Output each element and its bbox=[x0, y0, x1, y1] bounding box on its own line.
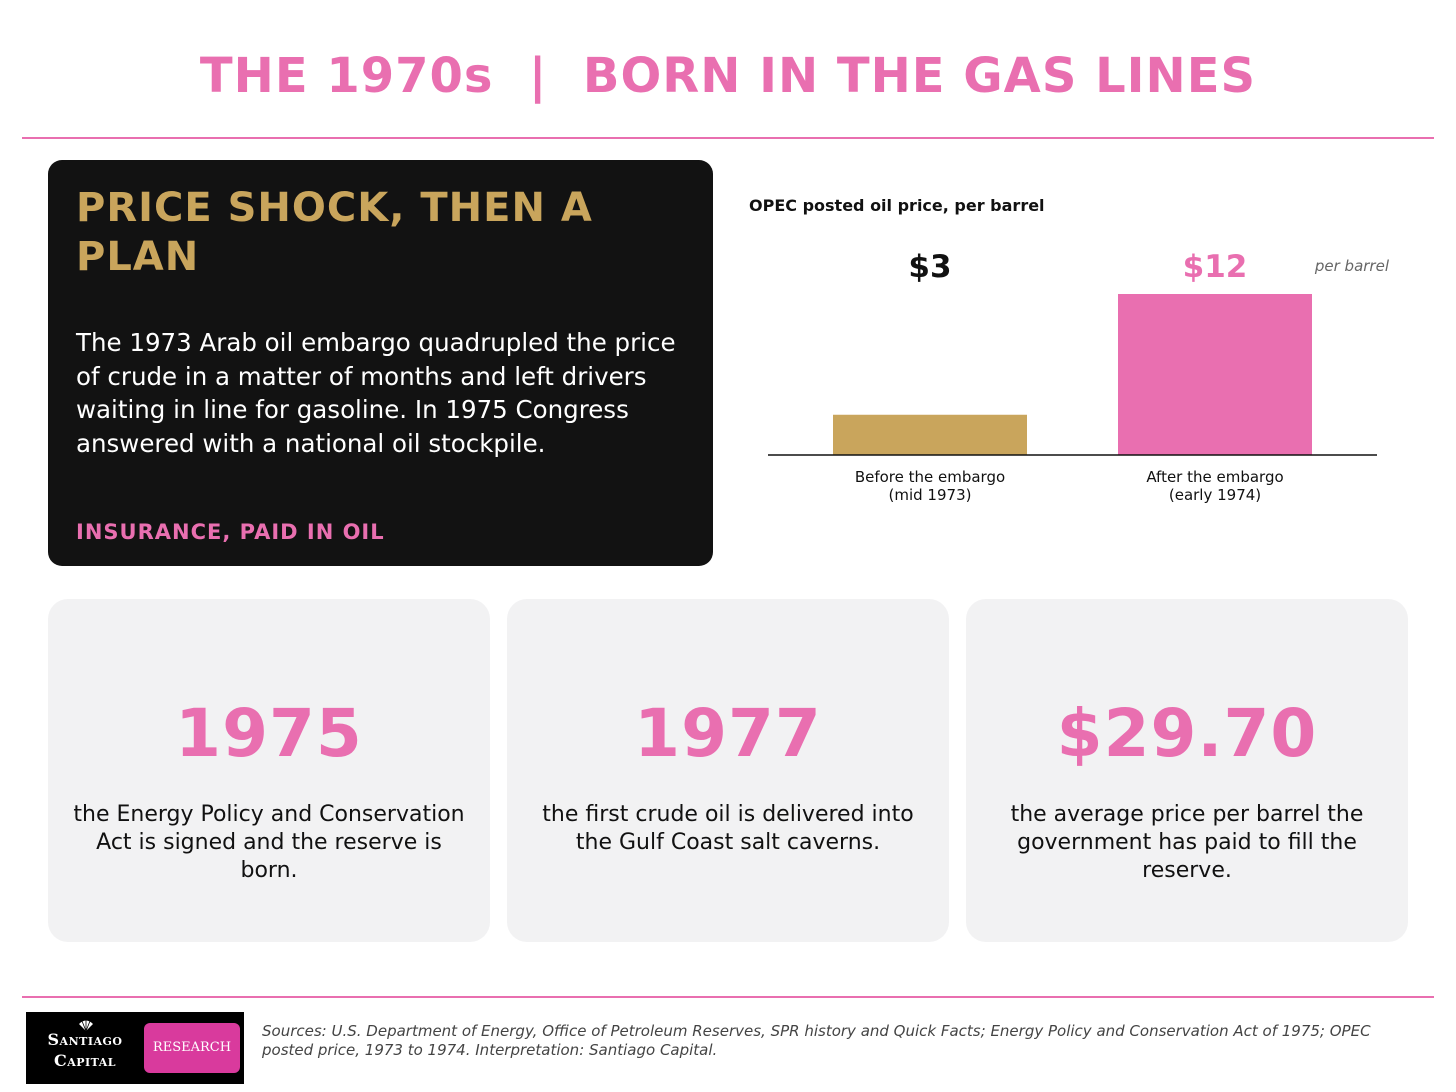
bar-value-label: $12 bbox=[1183, 249, 1248, 285]
category-label: After the embargo bbox=[1146, 468, 1283, 486]
research-badge: RESEARCH bbox=[144, 1023, 240, 1073]
logo-wordmark: Santiago Capital bbox=[30, 1029, 140, 1071]
logo-line-2: Capital bbox=[53, 1051, 117, 1070]
bar-after-embargo bbox=[1118, 294, 1312, 455]
page-title: THE 1970s | BORN IN THE GAS LINES bbox=[199, 48, 1257, 104]
header-divider bbox=[22, 137, 1434, 139]
logo-line-1: Santiago bbox=[47, 1030, 123, 1049]
stat-description: the first crude oil is delivered into th… bbox=[542, 802, 914, 855]
santiago-capital-logo: Santiago Capital RESEARCH bbox=[26, 1012, 244, 1084]
category-label: (mid 1973) bbox=[889, 486, 972, 504]
chart-unit-note: per barrel bbox=[1314, 257, 1390, 275]
stat-description: the average price per barrel the governm… bbox=[1010, 802, 1364, 883]
chart-canvas: OPEC posted oil price, per barrel per bar… bbox=[749, 196, 1390, 504]
bar-value-label: $3 bbox=[908, 249, 951, 285]
oil-price-chart: OPEC posted oil price, per barrel per bar… bbox=[740, 180, 1420, 540]
stat-value: 1977 bbox=[634, 695, 822, 772]
stat-value: 1975 bbox=[175, 695, 363, 772]
sources-note: Sources: U.S. Department of Energy, Offi… bbox=[262, 1022, 1371, 1059]
chart-title: OPEC posted oil price, per barrel bbox=[749, 196, 1045, 215]
category-label: Before the embargo bbox=[855, 468, 1005, 486]
stat-card-1975: 1975 the Energy Policy and Conservation … bbox=[48, 599, 490, 942]
stat-card-1977: 1977 the first crude oil is delivered in… bbox=[507, 599, 949, 942]
stat-card-average-price: $29.70 the average price per barrel the … bbox=[966, 599, 1408, 942]
bar-before-embargo bbox=[833, 414, 1027, 455]
feature-card: PRICE SHOCK, THEN A PLAN The 1973 Arab o… bbox=[48, 160, 713, 566]
stat-value: $29.70 bbox=[1056, 695, 1318, 772]
shell-icon bbox=[79, 1020, 93, 1031]
footer-divider bbox=[22, 996, 1434, 998]
stat-description: the Energy Policy and Conservation Act i… bbox=[73, 802, 465, 883]
feature-body: The 1973 Arab oil embargo quadrupled the… bbox=[76, 328, 676, 458]
feature-tag: INSURANCE, PAID IN OIL bbox=[76, 520, 385, 544]
feature-heading: PRICE SHOCK, THEN A PLAN bbox=[76, 185, 593, 280]
category-label: (early 1974) bbox=[1169, 486, 1261, 504]
